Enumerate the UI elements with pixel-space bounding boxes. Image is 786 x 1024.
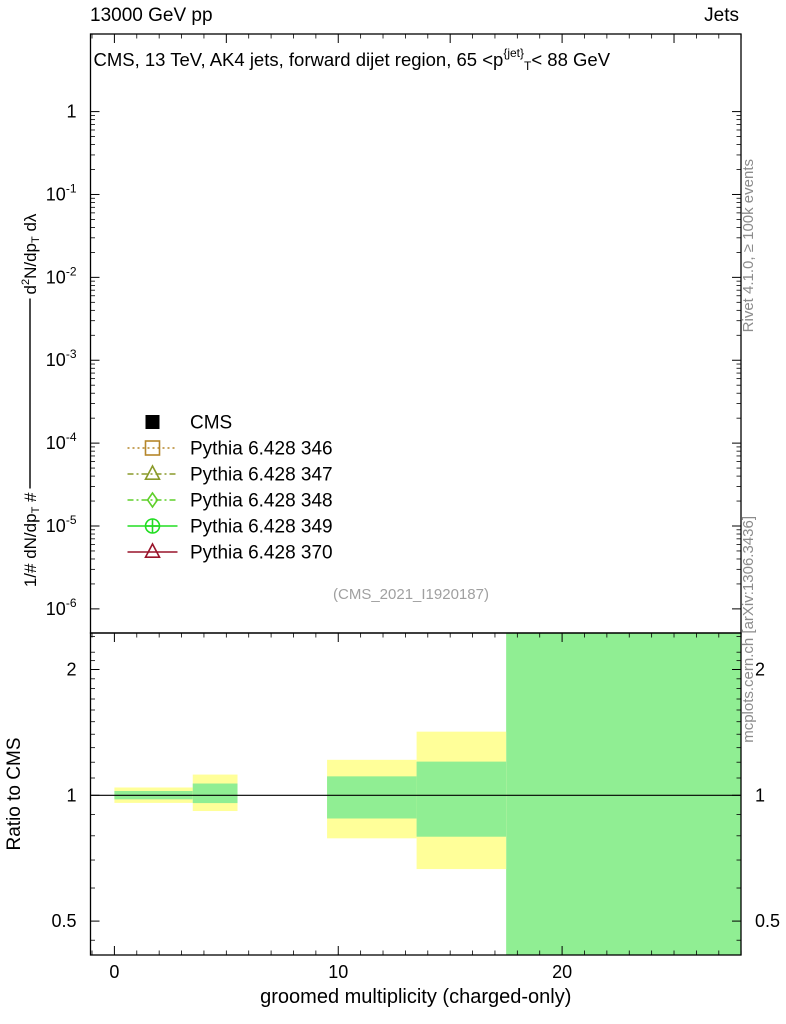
svg-text:1: 1 <box>66 102 76 122</box>
svg-text:0: 0 <box>109 962 119 982</box>
svg-text:Pythia 6.428 348: Pythia 6.428 348 <box>190 491 333 512</box>
svg-text:groomed multiplicity (charged-: groomed multiplicity (charged-only) <box>260 986 571 1008</box>
svg-text:0.5: 0.5 <box>51 911 76 931</box>
svg-text:20: 20 <box>552 962 572 982</box>
svg-text:10: 10 <box>328 962 348 982</box>
svg-text:1: 1 <box>66 785 76 805</box>
svg-text:CMS, 13 TeV, AK4 jets, forward: CMS, 13 TeV, AK4 jets, forward dijet reg… <box>94 46 611 73</box>
svg-text:Ratio to CMS: Ratio to CMS <box>4 738 25 851</box>
svg-text:mcplots.cern.ch [arXiv:1306.34: mcplots.cern.ch [arXiv:1306.3436] <box>740 516 757 743</box>
svg-text:(CMS_2021_I1920187): (CMS_2021_I1920187) <box>333 586 489 603</box>
svg-text:1/# dN/dpT #: 1/# dN/dpT # <box>21 492 42 587</box>
svg-text:Pythia 6.428 347: Pythia 6.428 347 <box>190 465 333 486</box>
svg-text:CMS: CMS <box>190 413 232 434</box>
svg-text:2: 2 <box>66 660 76 680</box>
svg-text:0.5: 0.5 <box>755 911 780 931</box>
svg-text:Rivet 4.1.0, ≥ 100k events: Rivet 4.1.0, ≥ 100k events <box>740 159 757 332</box>
svg-text:1: 1 <box>755 785 765 805</box>
svg-text:Pythia 6.428 370: Pythia 6.428 370 <box>190 543 333 564</box>
svg-text:Pythia 6.428 346: Pythia 6.428 346 <box>190 439 333 460</box>
svg-text:13000 GeV pp: 13000 GeV pp <box>90 5 213 26</box>
svg-text:Jets: Jets <box>704 5 739 26</box>
svg-text:Pythia 6.428 349: Pythia 6.428 349 <box>190 517 333 538</box>
